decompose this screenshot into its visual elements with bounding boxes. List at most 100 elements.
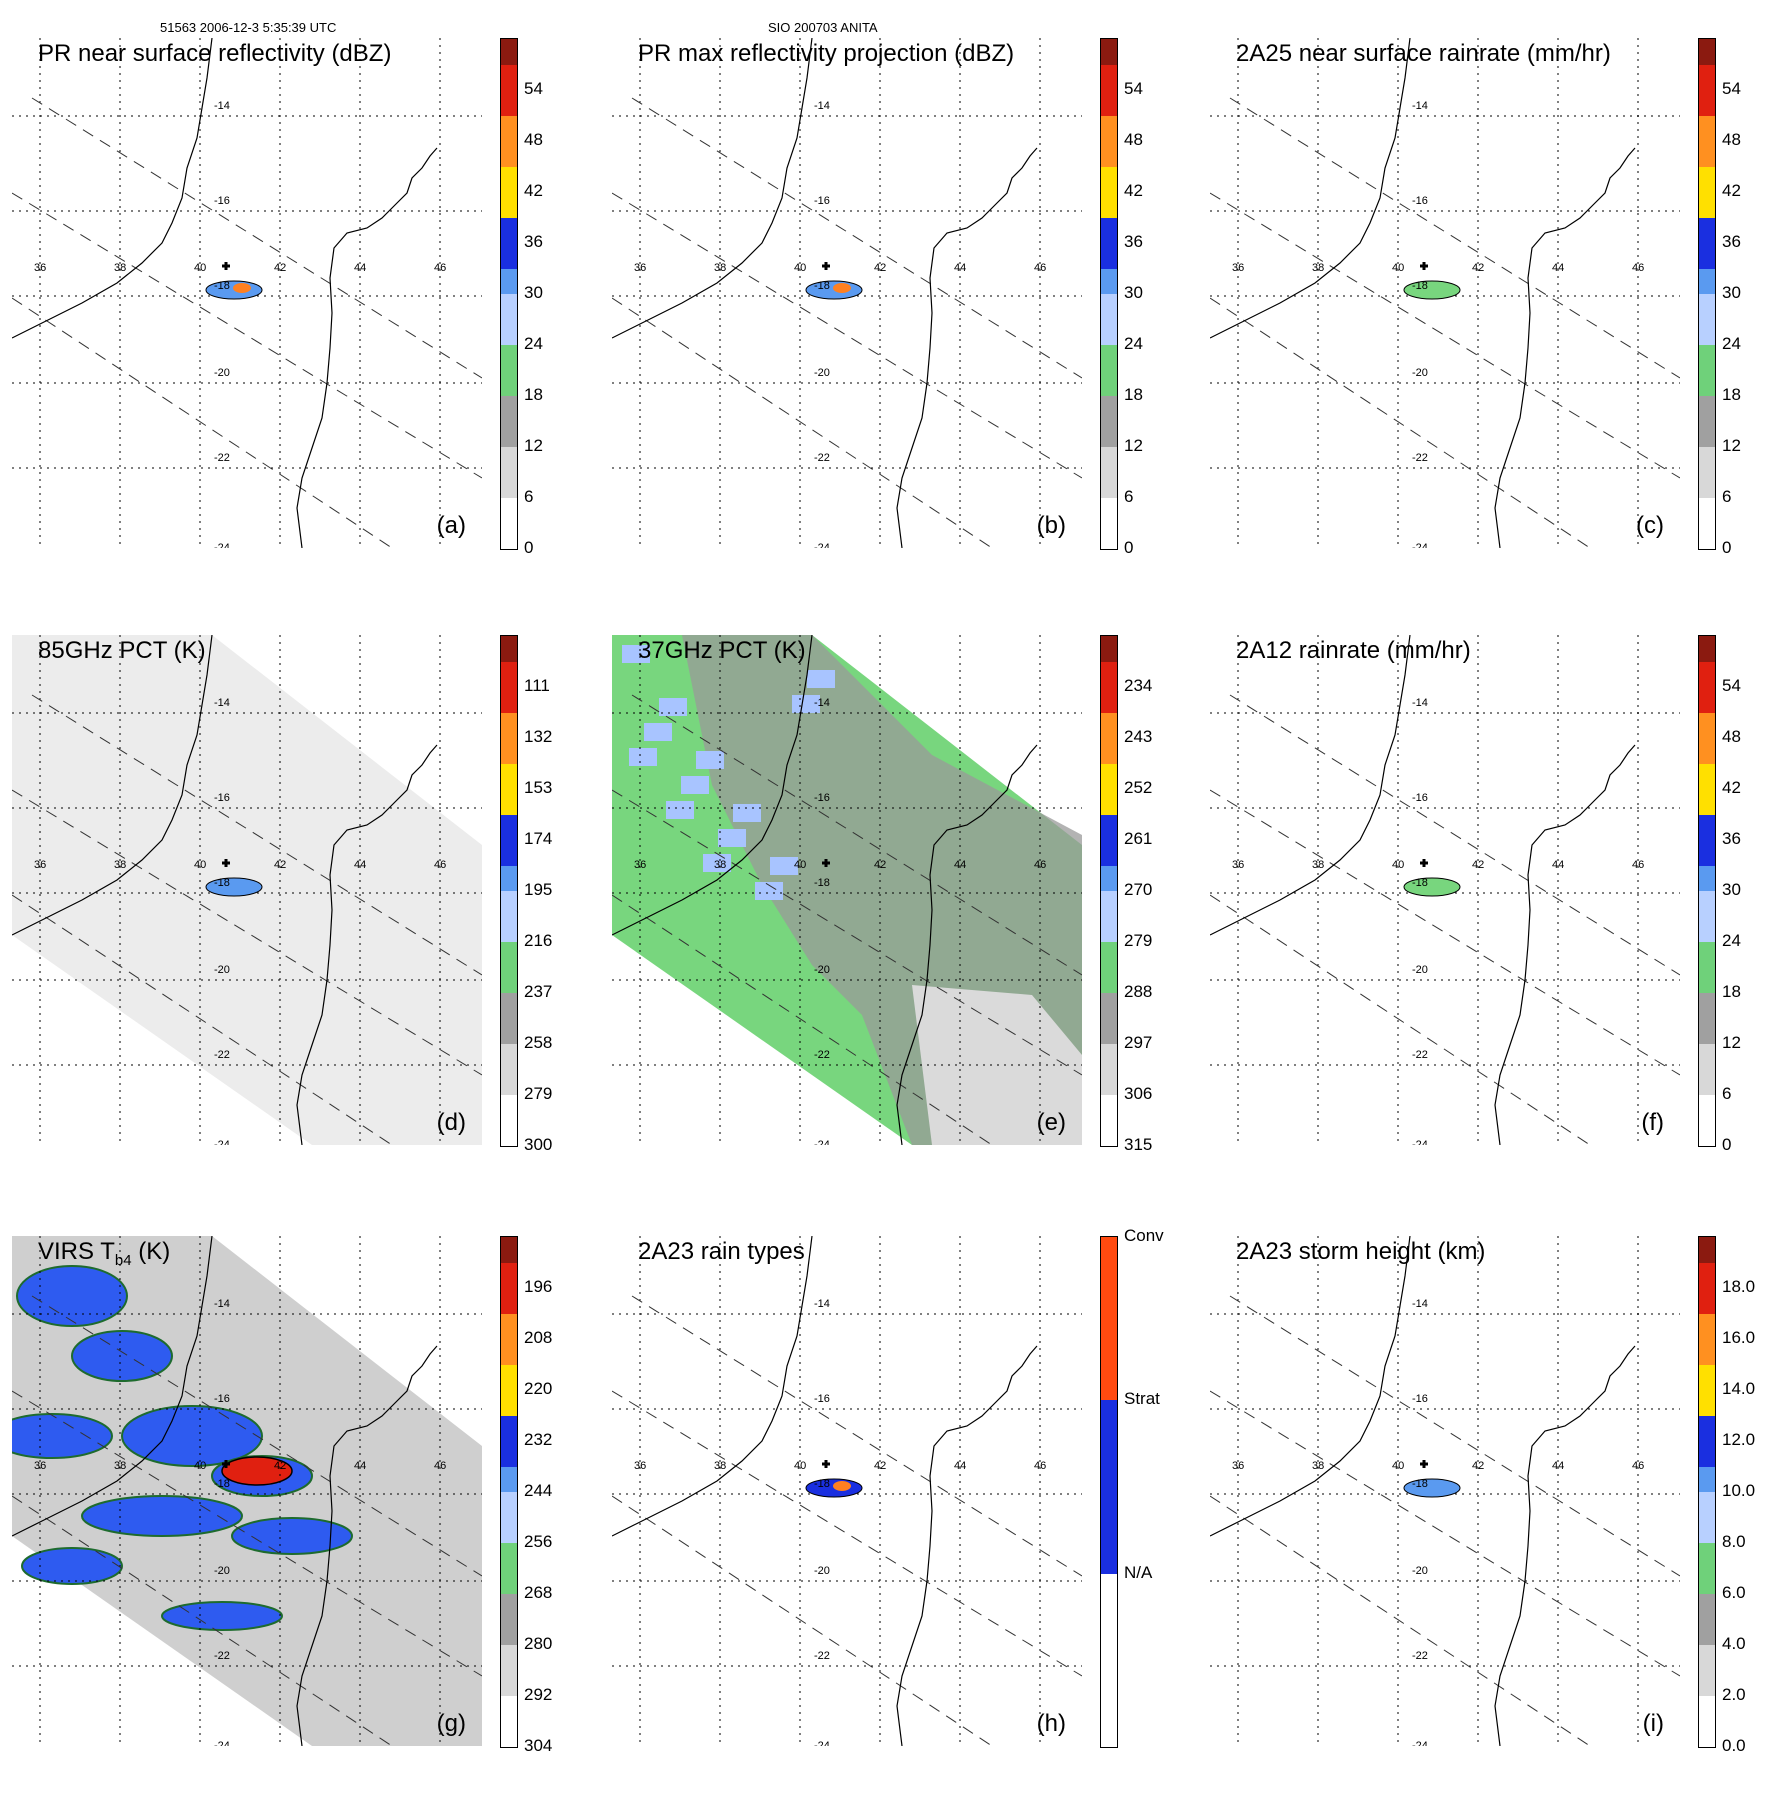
colorbar-segment bbox=[501, 1695, 517, 1722]
lon-label: 38 bbox=[714, 1460, 727, 1472]
colorbar-d bbox=[500, 635, 518, 1147]
colorbar-segment bbox=[1699, 1440, 1715, 1467]
colorbar-segment bbox=[1699, 635, 1715, 662]
colorbar-segment bbox=[1699, 1313, 1715, 1339]
colorbar-segment bbox=[1101, 1120, 1117, 1146]
coastline bbox=[1210, 38, 1411, 339]
lat-label: -20 bbox=[214, 1565, 230, 1577]
lat-label: -18 bbox=[814, 280, 830, 292]
lon-label: 38 bbox=[1312, 1460, 1325, 1472]
swath-edge bbox=[631, 1295, 1082, 1577]
colorbar-segment bbox=[1699, 1236, 1715, 1263]
colorbar-segment bbox=[501, 89, 517, 116]
lon-label: 38 bbox=[114, 859, 127, 871]
swath-edge bbox=[1210, 1390, 1680, 1677]
cloud-cluster bbox=[161, 1601, 283, 1631]
colorbar-segment bbox=[1101, 344, 1117, 371]
colorbar-tick-label: 36 bbox=[1124, 232, 1143, 251]
lat-label: -24 bbox=[1412, 1139, 1428, 1145]
lat-label: -24 bbox=[814, 1740, 830, 1746]
colorbar-segment bbox=[1699, 1364, 1715, 1390]
panel-label: (i) bbox=[1642, 1710, 1664, 1737]
lon-label: 44 bbox=[1552, 1460, 1565, 1472]
colorbar-tick-label: 216 bbox=[524, 931, 553, 950]
colorbar-segment bbox=[501, 890, 517, 917]
colorbar-segment bbox=[501, 523, 517, 549]
colorbar-segment bbox=[1699, 788, 1715, 815]
lat-label: -18 bbox=[814, 1478, 830, 1490]
colorbar-segment bbox=[501, 1542, 517, 1569]
panel-title: 2A12 rainrate (mm/hr) bbox=[1236, 637, 1471, 664]
swath-edge bbox=[12, 894, 393, 1145]
swath-edge bbox=[12, 1495, 393, 1746]
storm-center-marker bbox=[822, 859, 830, 867]
colorbar-tick-label: 279 bbox=[1124, 931, 1153, 950]
panel-title: PR max reflectivity projection (dBZ) bbox=[638, 40, 1015, 67]
colorbar-tick-label: 48 bbox=[1722, 130, 1741, 149]
coastline bbox=[612, 38, 813, 339]
colorbar-tick-label: 6.0 bbox=[1722, 1583, 1746, 1602]
storm-center-marker bbox=[1420, 859, 1428, 867]
colorbar-segment bbox=[1699, 1262, 1715, 1288]
colorbar-tick-label: 237 bbox=[524, 982, 553, 1001]
colorbar-segment bbox=[1101, 839, 1117, 866]
colorbar-segment bbox=[1699, 268, 1715, 294]
lon-label: 46 bbox=[1632, 859, 1645, 871]
colorbar-tick-label: 195 bbox=[524, 880, 553, 899]
swath-edge bbox=[1229, 694, 1680, 976]
colorbar-segment bbox=[1699, 1721, 1715, 1747]
lon-label: 42 bbox=[874, 1460, 887, 1472]
panel-label: (c) bbox=[1636, 512, 1664, 539]
colorbar-segment bbox=[1699, 992, 1715, 1019]
colorbar-segment bbox=[501, 1043, 517, 1070]
swath-edge bbox=[12, 789, 482, 1076]
swath-edge bbox=[612, 894, 993, 1145]
colorbar-tick-label: 270 bbox=[1124, 880, 1153, 899]
colorbar-tick-label: 0 bbox=[1124, 538, 1134, 557]
colorbar-segment bbox=[1101, 38, 1117, 65]
colorbar-segment bbox=[501, 661, 517, 687]
storm-core bbox=[833, 283, 851, 293]
lat-label: -16 bbox=[1412, 792, 1428, 804]
colorbar-segment bbox=[501, 1440, 517, 1467]
colorbar-segment bbox=[501, 967, 517, 993]
colorbar-segment bbox=[1101, 661, 1117, 687]
coastline bbox=[296, 744, 438, 1145]
lon-label: 46 bbox=[1034, 262, 1047, 274]
lon-label: 42 bbox=[274, 859, 287, 871]
colorbar-tick-label: 220 bbox=[524, 1379, 553, 1398]
lon-label: 46 bbox=[1632, 1460, 1645, 1472]
colorbar-segment bbox=[1101, 421, 1117, 447]
colorbar-segment bbox=[501, 1018, 517, 1044]
colorbar-segment bbox=[1699, 242, 1715, 269]
colorbar-tick-label: 54 bbox=[524, 79, 543, 98]
lon-label: 44 bbox=[354, 1460, 367, 1472]
swath-edge bbox=[12, 297, 393, 548]
colorbar-tick-label: 24 bbox=[1124, 334, 1143, 353]
lon-label: 38 bbox=[714, 262, 727, 274]
colorbar-tick-label: 48 bbox=[524, 130, 543, 149]
map-canvas-i bbox=[1210, 1236, 1680, 1746]
cloud-cluster bbox=[16, 1265, 128, 1327]
lat-label: -18 bbox=[1412, 280, 1428, 292]
colorbar-segment bbox=[1101, 89, 1117, 116]
cold-patch bbox=[629, 748, 657, 766]
colorbar-tick-label: 12 bbox=[1722, 1033, 1741, 1052]
lon-label: 44 bbox=[354, 262, 367, 274]
colorbar-segment bbox=[1101, 472, 1117, 498]
colorbar-segment bbox=[1101, 191, 1117, 218]
swath-edge bbox=[612, 297, 993, 548]
cloud-cluster bbox=[71, 1330, 173, 1382]
storm-center-marker bbox=[822, 262, 830, 270]
colorbar-tick-label: 54 bbox=[1722, 79, 1741, 98]
colorbar-segment bbox=[1699, 865, 1715, 891]
colorbar-segment bbox=[1699, 1670, 1715, 1696]
panel-h: 36 38 40 42 44 46 -14 -16 -18 -20 -22 -24 2A23 rain … bbox=[612, 1226, 1172, 1796]
colorbar-tick-label: 6 bbox=[1722, 1084, 1732, 1103]
storm-center-marker bbox=[222, 1460, 230, 1468]
colorbar-tick-label: 12.0 bbox=[1722, 1430, 1756, 1449]
colorbar-tick-label: 174 bbox=[524, 829, 553, 848]
colorbar-segment bbox=[501, 319, 517, 345]
colorbar-segment bbox=[1101, 140, 1117, 167]
swath-edge bbox=[1210, 894, 1591, 1145]
